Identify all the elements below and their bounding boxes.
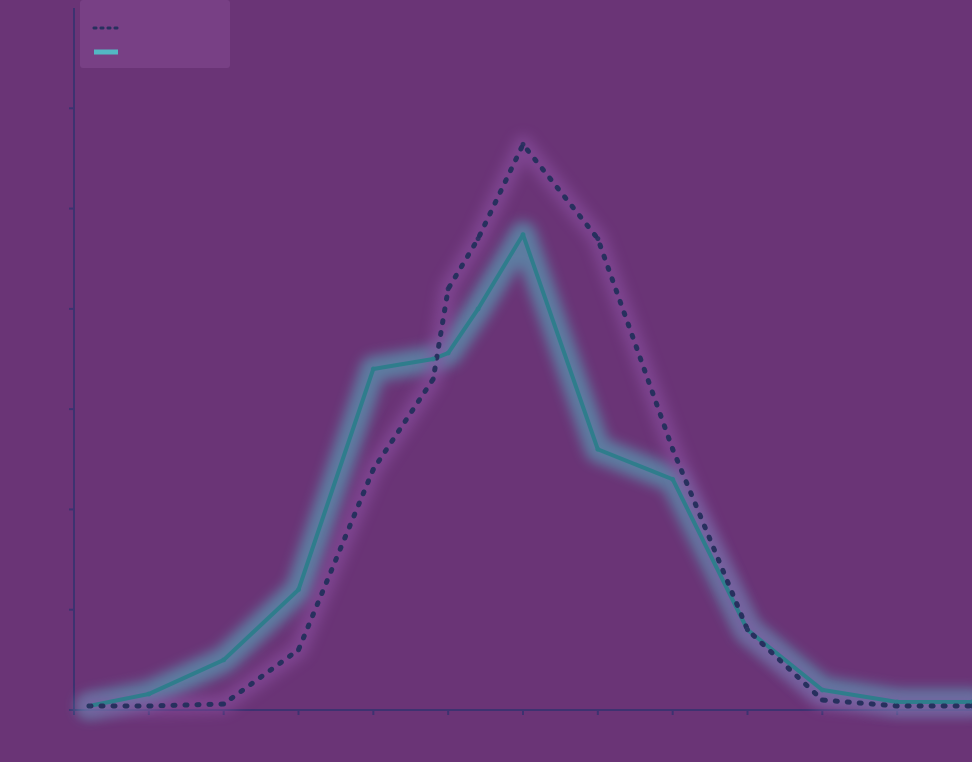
series-2-point <box>475 236 481 242</box>
series-1-point <box>475 306 481 312</box>
series-2-point <box>520 141 526 147</box>
confidence-bands <box>76 135 972 719</box>
legend <box>80 0 230 68</box>
series-1-point <box>445 350 451 356</box>
series-1-point <box>296 587 301 593</box>
series-1-point <box>221 657 227 663</box>
series-1-point <box>819 687 825 693</box>
series-2-point <box>146 703 152 709</box>
series-2-point <box>745 627 750 633</box>
series-2-point <box>595 236 601 242</box>
series-1-point <box>520 232 526 238</box>
series-1-point <box>370 366 376 372</box>
series-2-line <box>86 141 972 709</box>
series-1-point <box>430 356 436 362</box>
legend-box <box>80 0 230 68</box>
series-2-point <box>86 703 92 709</box>
series-2-point <box>894 703 900 709</box>
series-2-point <box>819 697 825 703</box>
series-1-point <box>969 699 972 705</box>
series-1-point <box>146 691 152 697</box>
series-2-point <box>370 466 376 472</box>
series-2-point <box>969 703 972 709</box>
axes <box>69 8 972 715</box>
series-2-point <box>296 647 301 653</box>
series-2-point <box>430 376 436 382</box>
series-2-point <box>670 446 676 452</box>
series-1-line <box>87 232 972 708</box>
series-1-band <box>76 221 972 719</box>
series-2-point <box>445 286 451 292</box>
series-1-point <box>670 476 676 482</box>
series-1-point <box>595 446 601 452</box>
series-2-point <box>221 701 227 707</box>
series-1-point <box>894 699 900 705</box>
series-points <box>86 141 972 709</box>
